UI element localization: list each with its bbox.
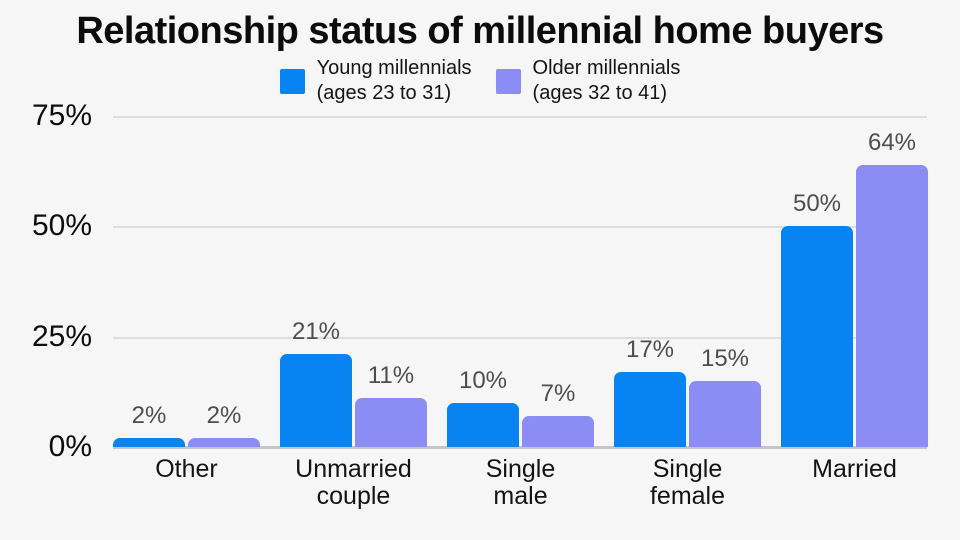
bar-older-unmarried-couple bbox=[355, 398, 427, 447]
legend-label-young-ages: (ages 23 to 31) bbox=[316, 82, 452, 104]
bar-young-other bbox=[113, 438, 185, 447]
bar-young-unmarried-couple bbox=[280, 354, 352, 447]
x-axis-line bbox=[113, 446, 927, 449]
bar-group-married: 50% 64% bbox=[781, 116, 928, 447]
bar-group-other: 2% 2% bbox=[113, 116, 260, 447]
legend-label-older-name: Older millennials bbox=[532, 57, 681, 79]
value-label-older-single-male: 7% bbox=[540, 380, 576, 408]
chart-title: Relationship status of millennial home b… bbox=[76, 10, 884, 52]
bar-older-single-male bbox=[522, 416, 594, 447]
bar-older-single-female bbox=[689, 380, 761, 447]
value-label-older-unmarried-couple: 11% bbox=[367, 362, 415, 390]
value-label-young-single-male: 10% bbox=[458, 366, 508, 394]
legend-swatch-young-icon bbox=[279, 68, 305, 94]
legend-label-older: Older millennials (ages 32 to 41) bbox=[533, 56, 681, 106]
y-tick-label-75: 75% bbox=[31, 99, 92, 132]
y-tick-label-25: 25% bbox=[31, 319, 92, 353]
legend-label-young: Young millennials (ages 23 to 31) bbox=[317, 56, 472, 106]
y-tick-label-50: 50% bbox=[31, 209, 92, 243]
bar-group-unmarried-couple: 21% 11% bbox=[280, 116, 427, 447]
category-label-unmarried-couple: Unmarried couple bbox=[295, 455, 412, 510]
value-label-young-unmarried-couple: 21% bbox=[291, 318, 341, 346]
legend-swatch-older-icon bbox=[495, 68, 521, 94]
value-label-young-single-female: 17% bbox=[625, 335, 675, 363]
legend-item-older: Older millennials (ages 32 to 41) bbox=[495, 56, 681, 106]
bar-young-single-male bbox=[447, 402, 519, 447]
gridline-25 bbox=[113, 336, 927, 339]
legend: Young millennials (ages 23 to 31) Older … bbox=[0, 56, 960, 106]
bar-young-married bbox=[781, 226, 853, 447]
bar-group-single-female: 17% 15% bbox=[614, 116, 761, 447]
bar-older-married bbox=[856, 164, 928, 447]
value-label-older-single-female: 15% bbox=[700, 344, 750, 372]
bar-group-single-male: 10% 7% bbox=[447, 116, 594, 447]
value-label-young-other: 2% bbox=[131, 402, 167, 430]
category-label-single-male: Single male bbox=[485, 455, 556, 510]
category-label-other: Other bbox=[155, 455, 218, 483]
y-tick-label-0: 0% bbox=[48, 430, 92, 463]
gridline-50 bbox=[113, 226, 927, 229]
plot-area: 2% 2% 21% 11% 10% 7% 17% 15% 50% 64% bbox=[113, 116, 928, 449]
category-label-single-female: Single female bbox=[649, 455, 726, 510]
legend-item-young: Young millennials (ages 23 to 31) bbox=[279, 56, 472, 106]
gridline-75 bbox=[113, 116, 927, 118]
legend-label-young-name: Young millennials bbox=[316, 57, 472, 79]
bar-young-single-female bbox=[614, 371, 686, 447]
legend-label-older-ages: (ages 32 to 41) bbox=[532, 82, 668, 104]
value-label-young-married: 50% bbox=[792, 190, 842, 218]
bar-older-other bbox=[188, 438, 260, 447]
value-label-older-other: 2% bbox=[206, 402, 242, 430]
category-label-married: Married bbox=[812, 455, 897, 483]
value-label-older-married: 64% bbox=[867, 128, 917, 156]
